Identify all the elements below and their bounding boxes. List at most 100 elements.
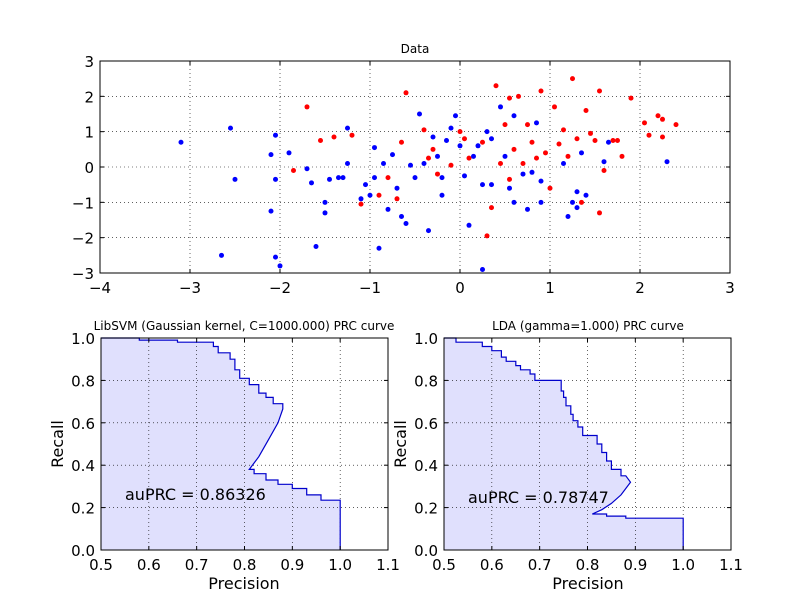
scatter-ytick-label: −1 <box>72 194 94 212</box>
lda-prc-ytick-label: 0.0 <box>414 542 438 560</box>
scatter-point-red <box>498 160 503 166</box>
libsvm-prc-ytick-label: 0.2 <box>71 500 95 518</box>
scatter-point-blue <box>417 111 422 117</box>
lda-prc-xtick-label: 0.9 <box>623 556 647 574</box>
scatter-point-blue <box>664 159 670 165</box>
scatter-point-red <box>642 120 647 126</box>
scatter-point-blue <box>390 152 395 158</box>
scatter-point-blue <box>538 199 544 205</box>
scatter-point-red <box>588 130 593 136</box>
libsvm-prc-xtick-label: 0.5 <box>89 556 113 574</box>
scatter-point-blue <box>457 143 463 149</box>
scatter-point-red <box>534 155 539 161</box>
scatter-point-red <box>673 122 679 128</box>
lda-prc-xtick-label: 1.1 <box>719 556 743 574</box>
scatter-point-blue <box>444 138 449 143</box>
scatter-point-red <box>502 122 508 128</box>
scatter-ytick-label: 1 <box>84 124 94 142</box>
scatter-point-blue <box>304 166 310 172</box>
libsvm-prc-xtick-label: 0.9 <box>280 556 304 574</box>
scatter-point-blue <box>412 175 418 181</box>
scatter-point-red <box>538 88 544 94</box>
lda-prc-xtick-label: 0.5 <box>432 556 456 574</box>
scatter-ytick-label: 2 <box>84 88 94 106</box>
scatter-point-red <box>399 139 404 145</box>
scatter-point-blue <box>345 160 350 166</box>
scatter-point-red <box>457 129 463 135</box>
scatter-point-blue <box>529 169 535 175</box>
scatter-point-blue <box>435 153 440 159</box>
scatter-xtick-label: −1 <box>359 279 381 297</box>
scatter-point-red <box>597 88 602 94</box>
scatter-point-red <box>565 153 571 159</box>
scatter-point-blue <box>439 192 445 198</box>
scatter-points <box>178 76 679 272</box>
scatter-xtick-label: 1 <box>545 279 555 297</box>
scatter-point-red <box>660 134 665 140</box>
scatter-point-red <box>331 134 337 140</box>
scatter-point-red <box>597 210 602 216</box>
scatter-point-blue <box>367 192 373 198</box>
libsvm-prc-title: LibSVM (Gaussian kernel, C=1000.000) PRC… <box>94 319 395 333</box>
lda-prc-ticks: 0.5 0.6 0.7 0.8 0.9 1.0 1.1 0.0 0.2 0.4 0.6 0.8 1.0 <box>414 330 743 574</box>
scatter-point-blue <box>480 182 485 188</box>
scatter-point-blue <box>489 182 494 188</box>
scatter-point-blue <box>322 210 328 216</box>
scatter-point-blue <box>345 125 350 131</box>
scatter-point-blue <box>340 175 346 181</box>
scatter-point-red <box>628 95 634 101</box>
scatter-point-red <box>601 168 607 174</box>
scatter-point-blue <box>286 150 292 156</box>
scatter-point-blue <box>601 159 607 165</box>
scatter-point-blue <box>408 162 413 168</box>
scatter-point-red <box>511 146 517 152</box>
scatter-point-blue <box>520 171 526 177</box>
scatter-point-red <box>615 138 620 143</box>
scatter-point-blue <box>273 132 278 138</box>
libsvm-prc-xtick-label: 0.6 <box>137 556 161 574</box>
scatter-point-blue <box>453 113 458 119</box>
scatter-point-red <box>480 139 485 145</box>
scatter-point-blue <box>399 213 404 219</box>
scatter-xtick-label: −4 <box>89 279 111 297</box>
scatter-point-blue <box>466 222 472 228</box>
scatter-ytick-label: −3 <box>72 265 94 283</box>
scatter-ytick-label: 0 <box>84 159 94 177</box>
libsvm-prc-curve <box>101 337 341 550</box>
scatter-point-red <box>507 95 512 101</box>
scatter-xtick-label: −2 <box>269 279 291 297</box>
scatter-point-red <box>304 104 310 110</box>
scatter-point-red <box>525 122 530 128</box>
scatter-point-blue <box>480 266 485 272</box>
scatter-point-blue <box>462 173 467 179</box>
scatter-point-blue <box>232 176 238 182</box>
scatter-point-red <box>426 155 431 161</box>
scatter-point-blue <box>534 120 539 126</box>
scatter-title: Data <box>401 42 430 56</box>
scatter-xtick-label: −3 <box>179 279 201 297</box>
lda-prc-title: LDA (gamma=1.000) PRC curve <box>492 319 684 333</box>
scatter-point-blue <box>502 153 508 159</box>
scatter-point-red <box>493 83 499 89</box>
scatter-point-red <box>291 168 296 174</box>
scatter-point-red <box>358 201 364 207</box>
libsvm-prc-xtick-label: 0.8 <box>233 556 257 574</box>
scatter-point-blue <box>403 221 409 227</box>
scatter-point-blue <box>372 145 377 151</box>
lda-prc-grid <box>444 338 731 550</box>
scatter-point-red <box>529 139 535 145</box>
scatter-point-red <box>570 76 575 82</box>
scatter-point-blue <box>228 125 233 131</box>
libsvm-prc-xtick-label: 1.0 <box>328 556 352 574</box>
scatter-point-red <box>520 160 526 166</box>
scatter-point-blue <box>484 129 490 135</box>
scatter-point-red <box>646 132 652 138</box>
scatter-point-red <box>385 175 391 181</box>
scatter-point-red <box>556 141 562 147</box>
scatter-point-blue <box>579 150 584 156</box>
scatter-point-blue <box>178 139 184 145</box>
scatter-point-red <box>619 153 625 159</box>
scatter-point-red <box>484 233 490 239</box>
scatter-point-blue <box>385 206 391 212</box>
